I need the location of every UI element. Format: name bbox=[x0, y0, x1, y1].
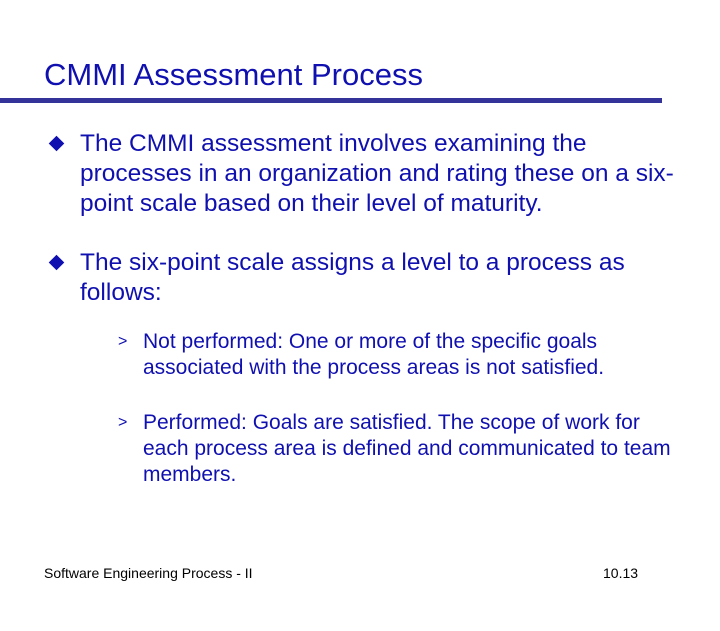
bullet-item: The six-point scale assigns a level to a… bbox=[48, 248, 680, 308]
bullet-item: The CMMI assessment involves examining t… bbox=[48, 129, 680, 219]
slide-number: 10.13 bbox=[603, 565, 639, 581]
sub-bullet-text: Not performed: One or more of the specif… bbox=[143, 330, 605, 379]
diamond-icon bbox=[48, 135, 65, 152]
bullet-text: The six-point scale assigns a level to a… bbox=[80, 249, 625, 306]
sub-bullet-item: > Not performed: One or more of the spec… bbox=[118, 329, 683, 381]
bullet-text: The CMMI assessment involves examining t… bbox=[80, 130, 674, 217]
sub-bullet-item: > Performed: Goals are satisfied. The sc… bbox=[118, 410, 683, 488]
diamond-icon bbox=[48, 254, 65, 271]
arrowhead-icon: > bbox=[118, 414, 128, 431]
slide-title: CMMI Assessment Process bbox=[44, 57, 423, 92]
footer-title: Software Engineering Process - II bbox=[44, 565, 253, 581]
title-divider bbox=[0, 98, 662, 103]
sub-bullet-text: Performed: Goals are satisfied. The scop… bbox=[143, 411, 671, 486]
arrowhead-icon: > bbox=[118, 333, 128, 350]
